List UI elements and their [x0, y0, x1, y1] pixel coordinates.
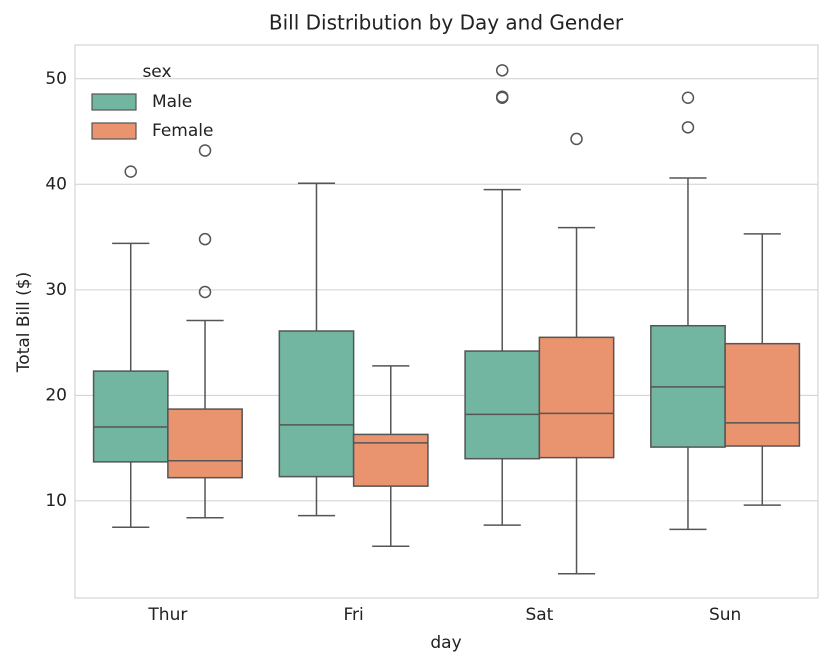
legend-swatch	[91, 122, 137, 140]
y-tick-label: 20	[45, 385, 67, 405]
outlier	[495, 64, 509, 77]
outlier	[124, 165, 137, 178]
x-tick-label: Sat	[525, 605, 553, 625]
legend-swatch	[91, 93, 137, 111]
y-tick-label: 30	[45, 280, 67, 300]
outlier	[198, 144, 212, 157]
x-tick-label: Fri	[343, 605, 363, 625]
legend-label: Female	[152, 121, 213, 141]
legend-title: sex	[142, 62, 171, 82]
y-axis-label: Total Bill ($)	[14, 272, 34, 373]
outlier	[198, 232, 212, 246]
box	[167, 408, 243, 479]
y-tick-label: 10	[45, 491, 67, 511]
outlier	[681, 121, 695, 134]
box	[464, 350, 541, 460]
x-axis-label: day	[430, 633, 461, 653]
y-tick-label: 40	[45, 174, 67, 194]
outlier	[495, 90, 509, 103]
y-tick-label: 50	[45, 69, 67, 89]
box	[538, 336, 615, 459]
box	[92, 370, 169, 463]
outlier	[570, 132, 583, 146]
box	[278, 330, 355, 478]
outlier	[681, 91, 695, 105]
chart-title: Bill Distribution by Day and Gender	[269, 11, 624, 35]
x-tick-label: Sun	[709, 605, 741, 625]
box	[724, 342, 801, 447]
x-tick-label: Thur	[147, 605, 187, 625]
outlier	[198, 285, 212, 299]
plot-frame	[74, 44, 819, 599]
legend-label: Male	[152, 92, 192, 112]
